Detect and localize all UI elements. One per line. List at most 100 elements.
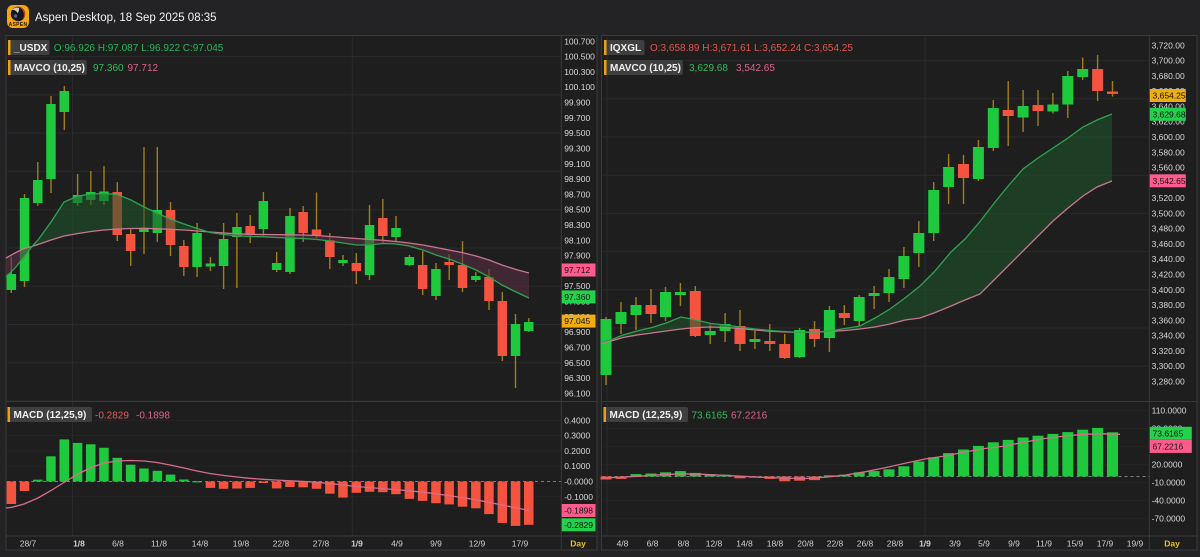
svg-text:73.6165: 73.6165	[692, 410, 729, 421]
svg-text:99.500: 99.500	[564, 128, 590, 138]
svg-text:6/8: 6/8	[647, 539, 659, 549]
svg-text:96.500: 96.500	[564, 358, 590, 368]
svg-text:1/9: 1/9	[919, 539, 931, 549]
svg-text:0.4000: 0.4000	[564, 415, 590, 425]
svg-text:0.2000: 0.2000	[564, 446, 590, 456]
svg-text:3,440.00: 3,440.00	[1152, 254, 1185, 264]
svg-text:99.100: 99.100	[564, 159, 590, 169]
svg-text:3,640.00: 3,640.00	[1152, 101, 1185, 111]
svg-text:14/8: 14/8	[736, 539, 753, 549]
svg-text:28/8: 28/8	[887, 539, 904, 549]
svg-text:3,520.00: 3,520.00	[1152, 193, 1185, 203]
svg-text:8/8: 8/8	[678, 539, 690, 549]
svg-text:96.100: 96.100	[564, 388, 590, 398]
svg-text:3,680.00: 3,680.00	[1152, 71, 1185, 81]
svg-text:22/8: 22/8	[827, 539, 844, 549]
svg-text:-0.1000: -0.1000	[564, 492, 593, 502]
svg-text:97.045: 97.045	[564, 316, 590, 326]
svg-text:MACD (12,25,9): MACD (12,25,9)	[610, 410, 683, 421]
svg-text:97.360: 97.360	[564, 292, 590, 302]
svg-text:97.900: 97.900	[564, 251, 590, 261]
svg-text:100.100: 100.100	[564, 82, 595, 92]
svg-text:-0.1898: -0.1898	[564, 506, 593, 516]
svg-text:96.900: 96.900	[564, 327, 590, 337]
svg-text:1/8: 1/8	[73, 539, 85, 549]
svg-text:-0.2829: -0.2829	[95, 410, 129, 421]
svg-text:0.1000: 0.1000	[564, 461, 590, 471]
svg-text:97.712: 97.712	[128, 63, 159, 74]
svg-text:4/8: 4/8	[617, 539, 629, 549]
svg-text:9/9: 9/9	[430, 539, 442, 549]
svg-text:97.500: 97.500	[564, 281, 590, 291]
svg-text:11/9: 11/9	[1036, 539, 1052, 549]
svg-text:73.6165: 73.6165	[1153, 428, 1184, 438]
svg-text:O:3,658.89 H:3,671.61 L:3,652.: O:3,658.89 H:3,671.61 L:3,652.24 C:3,654…	[650, 43, 853, 54]
svg-text:3,320.00: 3,320.00	[1152, 346, 1185, 356]
svg-text:98.700: 98.700	[564, 189, 590, 199]
svg-text:3,542.65: 3,542.65	[736, 63, 775, 74]
svg-text:IQXGL: IQXGL	[610, 43, 641, 54]
svg-text:17/9: 17/9	[512, 539, 529, 549]
svg-text:28/7: 28/7	[20, 539, 37, 549]
svg-text:12/8: 12/8	[706, 539, 723, 549]
svg-text:99.700: 99.700	[564, 113, 590, 123]
svg-text:12/9: 12/9	[469, 539, 486, 549]
svg-text:96.300: 96.300	[564, 373, 590, 383]
svg-text:6/8: 6/8	[112, 539, 124, 549]
svg-text:22/8: 22/8	[273, 539, 290, 549]
svg-text:Aspen Desktop, 18 Sep 2025 08:: Aspen Desktop, 18 Sep 2025 08:35	[35, 12, 217, 24]
svg-text:98.500: 98.500	[564, 205, 590, 215]
svg-text:96.700: 96.700	[564, 343, 590, 353]
svg-text:3,340.00: 3,340.00	[1152, 331, 1185, 341]
svg-text:-0.0000: -0.0000	[564, 477, 593, 487]
svg-text:-10.0000: -10.0000	[1152, 478, 1186, 488]
svg-text:99.900: 99.900	[564, 98, 590, 108]
svg-text:ASPEN: ASPEN	[9, 22, 28, 28]
svg-text:3,580.00: 3,580.00	[1152, 147, 1185, 157]
svg-text:3,460.00: 3,460.00	[1152, 239, 1185, 249]
svg-text:99.300: 99.300	[564, 144, 590, 154]
svg-text:98.900: 98.900	[564, 174, 590, 184]
svg-text:O:96.926 H:97.087 L:96.922 C:9: O:96.926 H:97.087 L:96.922 C:97.045	[54, 43, 224, 54]
svg-text:-40.0000: -40.0000	[1152, 496, 1186, 506]
svg-text:-0.2829: -0.2829	[564, 520, 593, 530]
svg-text:67.2216: 67.2216	[731, 410, 768, 421]
svg-text:110.0000: 110.0000	[1152, 406, 1187, 416]
svg-text:18/8: 18/8	[767, 539, 784, 549]
svg-text:100.500: 100.500	[564, 52, 595, 62]
svg-text:-70.0000: -70.0000	[1152, 514, 1186, 524]
svg-text:3,629.68: 3,629.68	[689, 63, 728, 74]
svg-text:97.712: 97.712	[564, 265, 590, 275]
svg-text:98.100: 98.100	[564, 235, 590, 245]
svg-text:-0.1898: -0.1898	[136, 410, 170, 421]
svg-text:Day: Day	[570, 539, 586, 549]
svg-text:19/9: 19/9	[1127, 539, 1144, 549]
svg-text:14/8: 14/8	[192, 539, 209, 549]
svg-text:3,700.00: 3,700.00	[1152, 56, 1185, 66]
svg-text:3,542.65: 3,542.65	[1153, 176, 1186, 186]
svg-text:MAVCO (10,25): MAVCO (10,25)	[14, 63, 85, 74]
svg-text:0.3000: 0.3000	[564, 431, 590, 441]
svg-text:100.300: 100.300	[564, 67, 595, 77]
svg-text:3,620.00: 3,620.00	[1152, 117, 1185, 127]
svg-text:98.300: 98.300	[564, 220, 590, 230]
svg-text:3,400.00: 3,400.00	[1152, 285, 1185, 295]
svg-text:15/9: 15/9	[1067, 539, 1084, 549]
svg-text:Day: Day	[1164, 539, 1180, 549]
svg-text:1/9: 1/9	[351, 539, 363, 549]
svg-text:3,720.00: 3,720.00	[1152, 40, 1185, 50]
svg-text:3,500.00: 3,500.00	[1152, 208, 1185, 218]
svg-text:20/8: 20/8	[797, 539, 814, 549]
svg-text:3,360.00: 3,360.00	[1152, 315, 1185, 325]
svg-text:11/8: 11/8	[151, 539, 167, 549]
svg-text:3,480.00: 3,480.00	[1152, 224, 1185, 234]
svg-text:MAVCO (10,25): MAVCO (10,25)	[610, 63, 681, 74]
svg-text:3,600.00: 3,600.00	[1152, 132, 1185, 142]
svg-text:3/9: 3/9	[949, 539, 961, 549]
svg-text:4/9: 4/9	[391, 539, 403, 549]
svg-text:26/8: 26/8	[857, 539, 874, 549]
svg-text:3,629.68: 3,629.68	[1153, 109, 1186, 119]
svg-text:3,560.00: 3,560.00	[1152, 163, 1185, 173]
svg-text:3,280.00: 3,280.00	[1152, 377, 1185, 387]
svg-text:MACD (12,25,9): MACD (12,25,9)	[14, 410, 87, 421]
